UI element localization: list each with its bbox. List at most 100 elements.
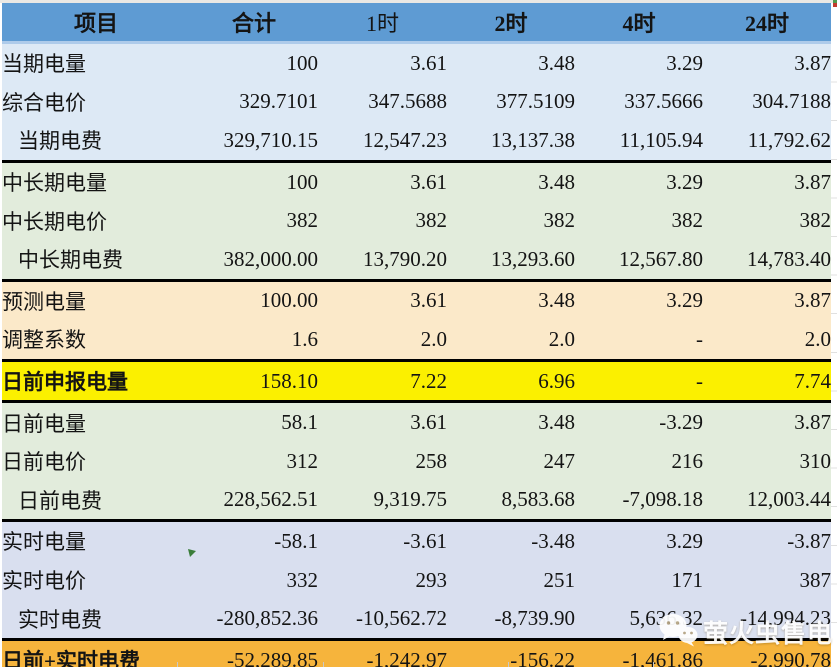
- header-total[interactable]: 合计: [190, 3, 318, 44]
- data-cell[interactable]: 310: [703, 441, 831, 481]
- data-cell[interactable]: 3.29: [575, 159, 703, 202]
- data-cell[interactable]: 6.96: [447, 358, 575, 402]
- data-cell[interactable]: 7.74: [703, 358, 831, 402]
- header-item[interactable]: 项目: [2, 3, 190, 44]
- data-cell[interactable]: 11,792.62: [703, 121, 831, 162]
- data-cell[interactable]: 228,562.51: [190, 480, 318, 521]
- data-cell[interactable]: 13,790.20: [318, 239, 447, 281]
- data-cell[interactable]: 382: [190, 201, 318, 240]
- row-label[interactable]: 日前+实时电费: [2, 637, 190, 667]
- data-cell[interactable]: 382: [703, 201, 831, 240]
- data-cell[interactable]: 100: [190, 159, 318, 202]
- data-cell[interactable]: 3.61: [318, 42, 447, 83]
- row-label[interactable]: 当期电量: [2, 42, 190, 83]
- row-label[interactable]: 综合电价: [2, 82, 190, 122]
- data-cell[interactable]: -1,242.97: [318, 637, 447, 667]
- data-cell[interactable]: 3.48: [447, 159, 575, 202]
- row-label[interactable]: 实时电量: [2, 519, 190, 561]
- header-hour-24[interactable]: 24时: [703, 3, 831, 44]
- row-label[interactable]: 中长期电价: [2, 201, 190, 240]
- data-cell[interactable]: 382,000.00: [190, 239, 318, 281]
- data-cell[interactable]: 329.7101: [190, 82, 318, 122]
- header-hour-4[interactable]: 4时: [575, 3, 703, 44]
- data-cell[interactable]: 13,137.38: [447, 121, 575, 162]
- data-cell[interactable]: 3.87: [703, 278, 831, 321]
- data-cell[interactable]: 7.22: [318, 358, 447, 402]
- row-label[interactable]: 调整系数: [2, 320, 190, 361]
- row-label[interactable]: 当期电费: [2, 121, 190, 162]
- data-cell[interactable]: 3.29: [575, 519, 703, 561]
- data-cell[interactable]: 347.5688: [318, 82, 447, 122]
- data-cell[interactable]: 251: [447, 560, 575, 600]
- data-cell[interactable]: 3.48: [447, 42, 575, 83]
- data-cell[interactable]: -14,994.23: [703, 599, 831, 640]
- data-cell[interactable]: 12,567.80: [575, 239, 703, 281]
- data-cell[interactable]: 2.0: [447, 320, 575, 361]
- data-cell[interactable]: 100: [190, 42, 318, 83]
- data-cell[interactable]: 3.61: [318, 159, 447, 202]
- data-cell[interactable]: -3.48: [447, 519, 575, 561]
- data-cell[interactable]: 3.61: [318, 400, 447, 442]
- data-cell[interactable]: 3.29: [575, 278, 703, 321]
- data-cell[interactable]: 382: [318, 201, 447, 240]
- row-label[interactable]: 实时电价: [2, 560, 190, 600]
- data-cell[interactable]: 158.10: [190, 358, 318, 402]
- data-cell[interactable]: 100.00: [190, 278, 318, 321]
- data-cell[interactable]: 3.87: [703, 42, 831, 83]
- header-hour-1[interactable]: 1时: [318, 3, 447, 44]
- data-cell[interactable]: 3.87: [703, 159, 831, 202]
- data-cell[interactable]: 247: [447, 441, 575, 481]
- data-cell[interactable]: 329,710.15: [190, 121, 318, 162]
- data-cell[interactable]: 3.61: [318, 278, 447, 321]
- data-cell[interactable]: 5,636.32: [575, 599, 703, 640]
- data-cell[interactable]: -: [575, 358, 703, 402]
- data-cell[interactable]: 382: [575, 201, 703, 240]
- data-cell[interactable]: -52,289.85: [190, 637, 318, 667]
- data-cell[interactable]: 216: [575, 441, 703, 481]
- data-cell[interactable]: 332: [190, 560, 318, 600]
- row-label[interactable]: 日前电价: [2, 441, 190, 481]
- row-label[interactable]: 中长期电量: [2, 159, 190, 202]
- data-cell[interactable]: 382: [447, 201, 575, 240]
- data-cell[interactable]: 14,783.40: [703, 239, 831, 281]
- data-cell[interactable]: 387: [703, 560, 831, 600]
- data-cell[interactable]: 304.7188: [703, 82, 831, 122]
- data-cell[interactable]: 171: [575, 560, 703, 600]
- data-cell[interactable]: -7,098.18: [575, 480, 703, 521]
- data-cell[interactable]: 13,293.60: [447, 239, 575, 281]
- data-cell[interactable]: -280,852.36: [190, 599, 318, 640]
- row-label[interactable]: 实时电费: [2, 599, 190, 640]
- data-cell[interactable]: 58.1: [190, 400, 318, 442]
- data-cell[interactable]: -10,562.72: [318, 599, 447, 640]
- data-cell[interactable]: -3.61: [318, 519, 447, 561]
- data-cell[interactable]: 3.48: [447, 278, 575, 321]
- data-cell[interactable]: 1.6: [190, 320, 318, 361]
- data-cell[interactable]: -3.29: [575, 400, 703, 442]
- row-label[interactable]: 中长期电费: [2, 239, 190, 281]
- data-cell[interactable]: 337.5666: [575, 82, 703, 122]
- data-cell[interactable]: -3.87: [703, 519, 831, 561]
- data-cell[interactable]: 8,583.68: [447, 480, 575, 521]
- header-hour-2[interactable]: 2时: [447, 3, 575, 44]
- data-cell[interactable]: 11,105.94: [575, 121, 703, 162]
- data-cell[interactable]: 377.5109: [447, 82, 575, 122]
- data-cell[interactable]: 12,547.23: [318, 121, 447, 162]
- data-cell[interactable]: 2.0: [318, 320, 447, 361]
- data-cell[interactable]: 3.87: [703, 400, 831, 442]
- data-cell[interactable]: 9,319.75: [318, 480, 447, 521]
- data-cell[interactable]: -: [575, 320, 703, 361]
- data-cell[interactable]: -8,739.90: [447, 599, 575, 640]
- row-label[interactable]: 日前电量: [2, 400, 190, 442]
- data-cell[interactable]: -58.1: [190, 519, 318, 561]
- data-cell[interactable]: 2.0: [703, 320, 831, 361]
- data-cell[interactable]: 293: [318, 560, 447, 600]
- data-cell[interactable]: 12,003.44: [703, 480, 831, 521]
- data-cell[interactable]: 3.48: [447, 400, 575, 442]
- row-label[interactable]: 日前申报电量: [2, 358, 190, 402]
- data-cell[interactable]: 312: [190, 441, 318, 481]
- data-cell[interactable]: 3.29: [575, 42, 703, 83]
- data-cell[interactable]: -1,461.86: [575, 637, 703, 667]
- row-label[interactable]: 预测电量: [2, 278, 190, 321]
- data-cell[interactable]: -2,990.78: [703, 637, 831, 667]
- data-cell[interactable]: -156.22: [447, 637, 575, 667]
